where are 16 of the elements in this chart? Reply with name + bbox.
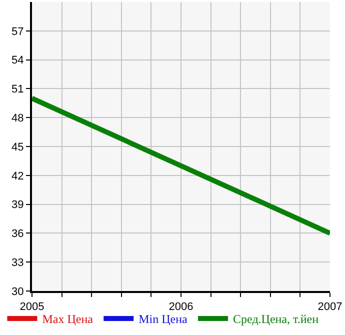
y-tick-label: 36: [12, 228, 24, 240]
legend-label: Min Цена: [138, 312, 188, 326]
y-tick-label: 33: [12, 256, 24, 269]
y-tick-label: 54: [12, 54, 24, 67]
legend-label: Сред.Цена, т.йен: [233, 312, 320, 326]
y-tick-label: 42: [12, 170, 24, 182]
y-tick-label: 57: [12, 26, 24, 38]
y-tick-label: 48: [12, 112, 24, 124]
x-tick-label: 2006: [168, 301, 194, 314]
y-tick-label: 39: [12, 199, 24, 212]
x-tick-label: 2007: [318, 301, 342, 314]
y-tick-label: 51: [12, 84, 24, 96]
y-tick-label: 45: [12, 141, 24, 154]
x-tick-label: 2005: [20, 301, 44, 314]
y-tick-label: 30: [12, 286, 24, 298]
legend-label: Max Цена: [42, 312, 94, 326]
